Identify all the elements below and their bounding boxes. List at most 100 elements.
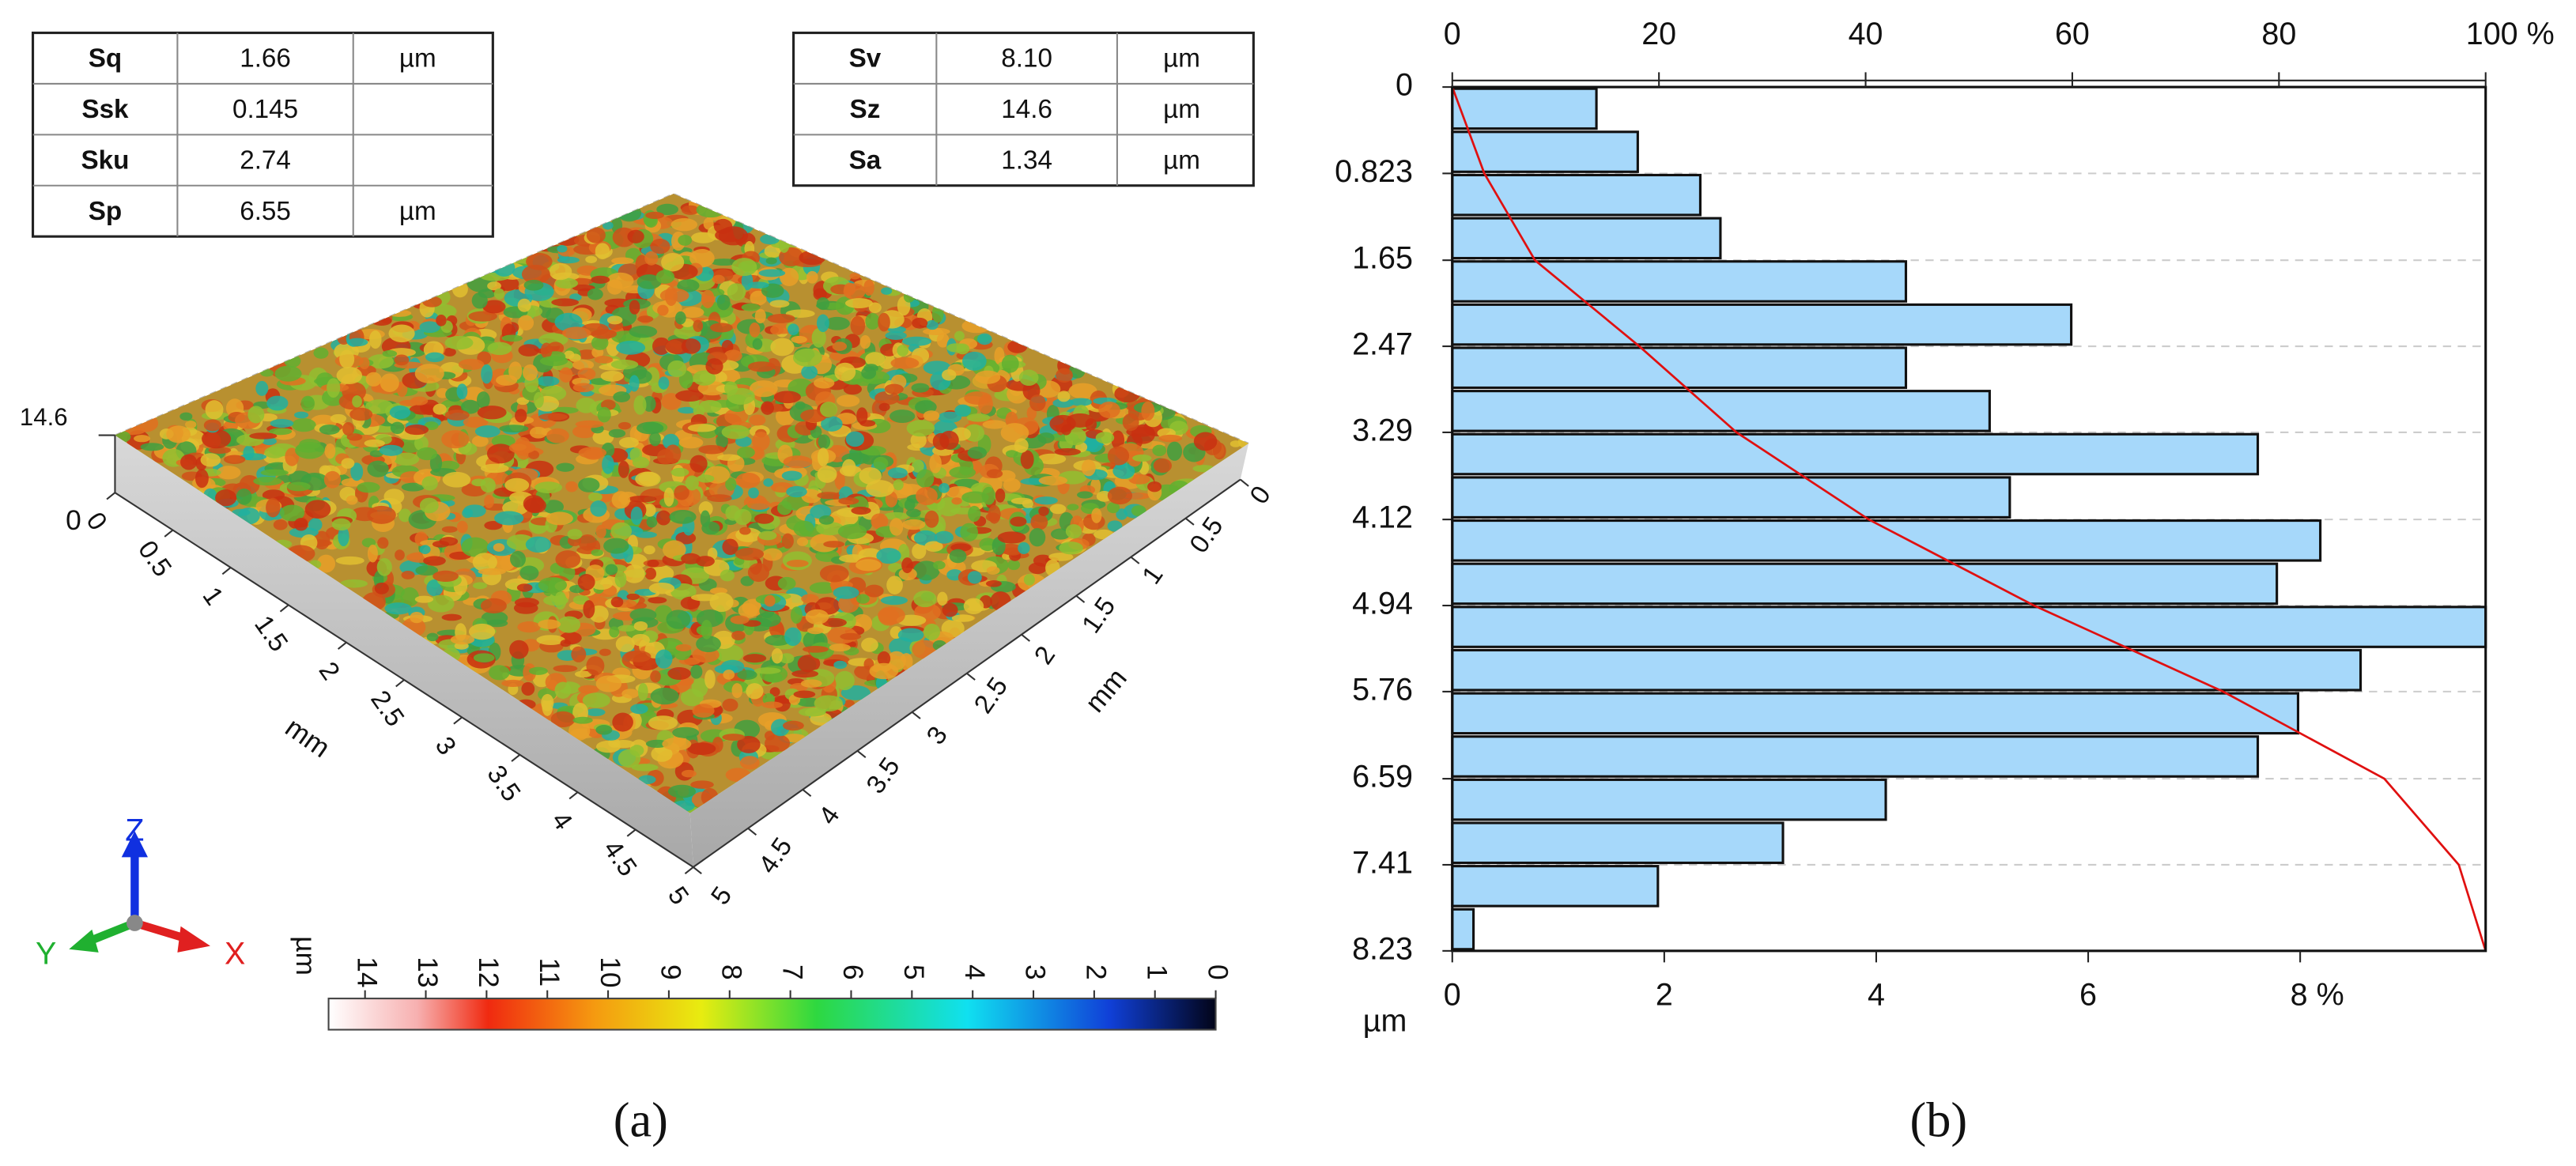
texture-blob <box>752 338 763 350</box>
colorbar-label: 2 <box>1081 964 1112 980</box>
texture-blob <box>571 646 587 662</box>
axis-triad <box>69 831 210 953</box>
x2-tick-label: 20 <box>1641 17 1676 51</box>
texture-blob <box>840 632 862 640</box>
texture-blob <box>761 701 783 709</box>
texture-blob <box>636 421 664 435</box>
texture-blob <box>861 366 877 379</box>
texture-blob <box>924 623 940 640</box>
texture-blob <box>628 495 657 503</box>
texture-blob <box>897 345 909 357</box>
texture-blob <box>932 432 950 451</box>
x-edge-tick <box>221 567 232 575</box>
texture-blob <box>834 670 855 691</box>
texture-blob <box>752 432 770 451</box>
texture-blob <box>523 497 546 514</box>
table-cell: 0.145 <box>232 95 298 124</box>
texture-blob <box>814 377 835 389</box>
texture-blob <box>554 591 567 610</box>
texture-blob <box>493 258 516 277</box>
texture-blob <box>758 269 786 277</box>
texture-blob <box>166 425 191 443</box>
texture-blob <box>493 543 505 552</box>
y-tick-label: 4.12 <box>1352 500 1413 535</box>
texture-blob <box>473 582 488 590</box>
texture-blob <box>510 550 526 568</box>
texture-blob <box>534 481 563 494</box>
y-edge-tick <box>747 828 757 836</box>
texture-blob <box>578 685 599 694</box>
texture-blob <box>553 665 578 673</box>
texture-blob <box>608 428 626 438</box>
texture-blob <box>205 400 224 420</box>
texture-blob <box>1095 432 1115 444</box>
texture-blob <box>480 463 509 474</box>
texture-blob <box>1067 504 1079 511</box>
texture-blob <box>742 654 767 663</box>
texture-blob <box>626 593 640 601</box>
texture-blob <box>236 488 252 505</box>
texture-blob <box>260 369 274 377</box>
x-edge-label: 4.5 <box>598 835 643 881</box>
texture-blob <box>582 692 610 708</box>
texture-blob <box>474 425 500 438</box>
texture-blob <box>760 234 780 245</box>
texture-blob <box>669 510 697 524</box>
texture-blob <box>788 323 799 336</box>
x2-tick-label: 60 <box>2055 17 2090 51</box>
texture-blob <box>799 250 826 266</box>
texture-blob <box>436 315 447 326</box>
texture-blob <box>731 630 746 641</box>
texture-blob <box>701 521 720 535</box>
texture-blob <box>647 559 659 568</box>
texture-blob <box>873 456 889 470</box>
texture-blob <box>691 232 716 243</box>
texture-blob <box>771 648 784 664</box>
texture-blob <box>557 256 580 264</box>
texture-blob <box>414 364 444 383</box>
texture-blob <box>538 619 561 629</box>
texture-blob <box>1065 524 1082 539</box>
y-edge-tick <box>802 789 812 797</box>
texture-blob <box>339 349 355 369</box>
texture-blob <box>968 505 981 522</box>
texture-blob <box>843 283 866 300</box>
texture-blob <box>691 677 708 697</box>
texture-blob <box>997 531 1026 544</box>
texture-blob <box>627 229 644 243</box>
texture-blob <box>648 597 667 604</box>
texture-blob <box>389 406 411 420</box>
texture-blob <box>499 425 529 433</box>
texture-blob <box>712 274 725 285</box>
texture-blob <box>820 402 838 417</box>
texture-blob <box>951 497 962 505</box>
texture-blob <box>444 335 474 350</box>
texture-blob <box>754 513 774 524</box>
texture-blob <box>692 704 715 718</box>
texture-blob <box>1153 458 1173 474</box>
texture-blob <box>765 257 777 265</box>
texture-blob <box>618 460 629 478</box>
texture-blob <box>1001 354 1019 373</box>
texture-blob <box>670 467 689 477</box>
texture-blob <box>655 270 675 284</box>
texture-blob <box>1077 491 1093 499</box>
texture-blob <box>637 315 654 323</box>
texture-blob <box>621 689 640 699</box>
texture-blob <box>1018 541 1030 555</box>
texture-blob <box>293 518 308 531</box>
texture-blob <box>266 497 281 518</box>
texture-blob <box>740 756 760 770</box>
texture-blob <box>349 407 373 421</box>
texture-blob <box>549 262 572 281</box>
texture-blob <box>610 359 639 370</box>
colorbar-label: 0 <box>1202 964 1233 980</box>
texture-blob <box>546 511 573 526</box>
texture-blob <box>762 548 783 561</box>
texture-blob <box>901 336 932 346</box>
texture-blob <box>1049 504 1067 515</box>
texture-blob <box>489 665 510 681</box>
texture-blob <box>779 267 799 287</box>
texture-blob <box>140 443 164 451</box>
texture-blob <box>687 742 716 756</box>
